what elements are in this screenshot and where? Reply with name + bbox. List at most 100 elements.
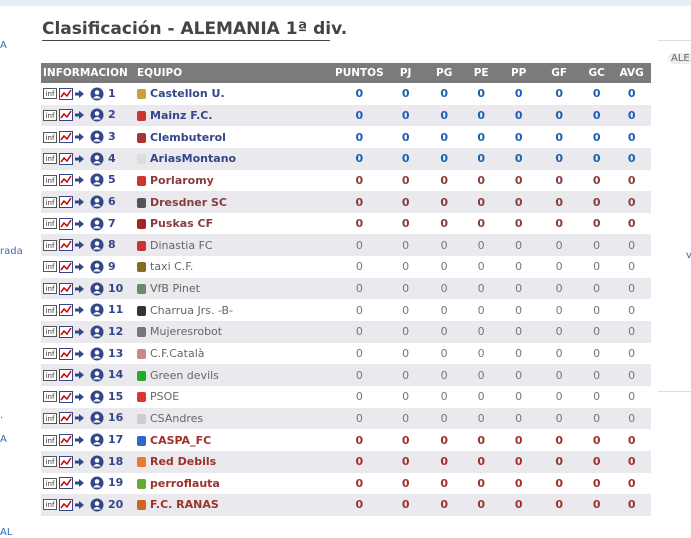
icon[interactable]	[75, 219, 84, 228]
icon[interactable]	[59, 131, 73, 144]
icon[interactable]	[90, 260, 104, 274]
icon[interactable]	[59, 174, 73, 187]
icon[interactable]	[59, 152, 73, 165]
side-text[interactable]: ALE	[668, 53, 691, 64]
icon[interactable]	[90, 108, 104, 122]
icon[interactable]: inf	[43, 326, 57, 338]
icon[interactable]	[75, 327, 84, 336]
icon[interactable]	[59, 412, 73, 425]
icon[interactable]: inf	[43, 434, 57, 446]
icon[interactable]	[90, 455, 104, 469]
team-name[interactable]: Clembuterol	[150, 130, 226, 144]
icon[interactable]	[75, 241, 84, 250]
icon[interactable]	[75, 414, 84, 423]
icon[interactable]	[90, 217, 104, 231]
icon[interactable]	[90, 325, 104, 339]
icon[interactable]	[90, 433, 104, 447]
icon[interactable]	[59, 239, 73, 252]
icon[interactable]: inf	[43, 369, 57, 381]
icon[interactable]	[90, 368, 104, 382]
icon[interactable]: inf	[43, 88, 57, 100]
team-name[interactable]: Puskas CF	[150, 217, 214, 231]
icon[interactable]	[59, 434, 73, 447]
icon[interactable]: inf	[43, 348, 57, 359]
icon[interactable]	[75, 479, 84, 488]
team-name[interactable]: perroflauta	[150, 476, 220, 490]
icon[interactable]	[75, 306, 84, 315]
icon[interactable]	[59, 304, 73, 317]
icon[interactable]	[90, 238, 104, 252]
team-name[interactable]: AriasMontano	[150, 152, 237, 166]
table-row[interactable]: inf 8 Dinastia FC 0 0 0 0 0 0 0 0	[41, 234, 651, 257]
team-name[interactable]: Castellon U.	[150, 87, 225, 101]
team-name[interactable]: Dresdner SC	[150, 195, 227, 209]
icon[interactable]	[59, 109, 73, 122]
icon[interactable]: inf	[43, 261, 57, 273]
team-name[interactable]: PSOE	[150, 390, 180, 404]
icon[interactable]	[90, 476, 104, 490]
icon[interactable]	[59, 217, 73, 230]
team-name[interactable]: Charrua Jrs. -B-	[150, 303, 234, 317]
icon[interactable]: inf	[43, 174, 57, 186]
icon[interactable]	[75, 371, 84, 380]
table-row[interactable]: inf 4 AriasMontano 0 0 0 0 0 0 0 0	[41, 147, 651, 170]
table-row[interactable]: inf 14 Green devils 0 0 0 0 0 0 0 0	[41, 364, 651, 386]
table-row[interactable]: inf 10 VfB Pinet 0 0 0 0 0 0 0 0	[41, 277, 651, 300]
icon[interactable]	[75, 457, 84, 466]
team-name[interactable]: Green devils	[150, 368, 219, 382]
icon[interactable]	[59, 282, 73, 295]
icon[interactable]: inf	[43, 499, 57, 511]
icon[interactable]	[75, 176, 84, 185]
table-row[interactable]: inf 9 taxi C.F. 0 0 0 0 0 0 0 0	[41, 256, 651, 278]
team-name[interactable]: CASPA_FC	[150, 433, 212, 447]
icon[interactable]	[59, 260, 73, 273]
icon[interactable]	[90, 130, 104, 144]
icon[interactable]	[90, 87, 104, 101]
team-name[interactable]: taxi C.F.	[150, 260, 194, 274]
icon[interactable]: inf	[43, 456, 57, 468]
icon[interactable]	[59, 347, 73, 360]
table-row[interactable]: inf 19 perroflauta 0 0 0 0 0 0 0 0	[41, 473, 651, 495]
icon[interactable]	[90, 347, 104, 361]
icon[interactable]	[90, 498, 104, 512]
table-row[interactable]: inf 15 PSOE 0 0 0 0 0 0 0 0	[41, 386, 651, 408]
table-row[interactable]: inf 16 CSAndres 0 0 0 0 0 0 0 0	[41, 407, 651, 430]
team-name[interactable]: Mujeresrobot	[150, 325, 223, 339]
table-row[interactable]: inf 17 CASPA_FC 0 0 0 0 0 0 0 0	[41, 429, 651, 451]
icon[interactable]	[90, 195, 104, 209]
icon[interactable]	[59, 369, 73, 382]
icon[interactable]	[90, 173, 104, 187]
team-name[interactable]: Red Debils	[150, 455, 217, 469]
icon[interactable]	[90, 282, 104, 296]
icon[interactable]: inf	[43, 239, 57, 251]
team-name[interactable]: CSAndres	[150, 411, 204, 425]
icon[interactable]	[75, 198, 84, 207]
icon[interactable]	[75, 89, 84, 98]
team-name[interactable]: F.C. RANAS	[150, 498, 219, 512]
icon[interactable]	[90, 411, 104, 425]
icon[interactable]: inf	[43, 131, 57, 143]
team-name[interactable]: Mainz F.C.	[150, 108, 213, 122]
icon[interactable]	[75, 154, 84, 163]
table-row[interactable]: inf 2 Mainz F.C. 0 0 0 0 0 0 0 0	[41, 104, 651, 127]
table-row[interactable]: inf 12 Mujeresrobot 0 0 0 0 0 0 0 0	[41, 321, 651, 343]
table-row[interactable]: inf 7 Puskas CF 0 0 0 0 0 0 0 0	[41, 213, 651, 235]
icon[interactable]: inf	[43, 218, 57, 230]
table-row[interactable]: inf 1 Castellon U. 0 0 0 0 0 0 0 0	[41, 83, 651, 105]
table-row[interactable]: inf 18 Red Debils 0 0 0 0 0 0 0 0	[41, 450, 651, 473]
icon[interactable]	[59, 498, 73, 511]
table-row[interactable]: inf 13 C.F.Català 0 0 0 0 0 0 0 0	[41, 343, 651, 365]
icon[interactable]: inf	[43, 283, 57, 295]
icon[interactable]	[75, 349, 84, 358]
icon[interactable]	[59, 477, 73, 490]
icon[interactable]	[75, 262, 84, 271]
table-row[interactable]: inf 20 F.C. RANAS 0 0 0 0 0 0 0 0	[41, 494, 651, 516]
team-name[interactable]: C.F.Català	[150, 347, 205, 360]
table-row[interactable]: inf 6 Dresdner SC 0 0 0 0 0 0 0 0	[41, 191, 651, 213]
icon[interactable]: inf	[43, 153, 57, 165]
icon[interactable]: inf	[43, 109, 57, 121]
icon[interactable]	[90, 390, 104, 404]
table-row[interactable]: inf 5 Porlaromy 0 0 0 0 0 0 0 0	[41, 170, 651, 192]
icon[interactable]	[59, 325, 73, 338]
icon[interactable]: inf	[43, 412, 57, 424]
